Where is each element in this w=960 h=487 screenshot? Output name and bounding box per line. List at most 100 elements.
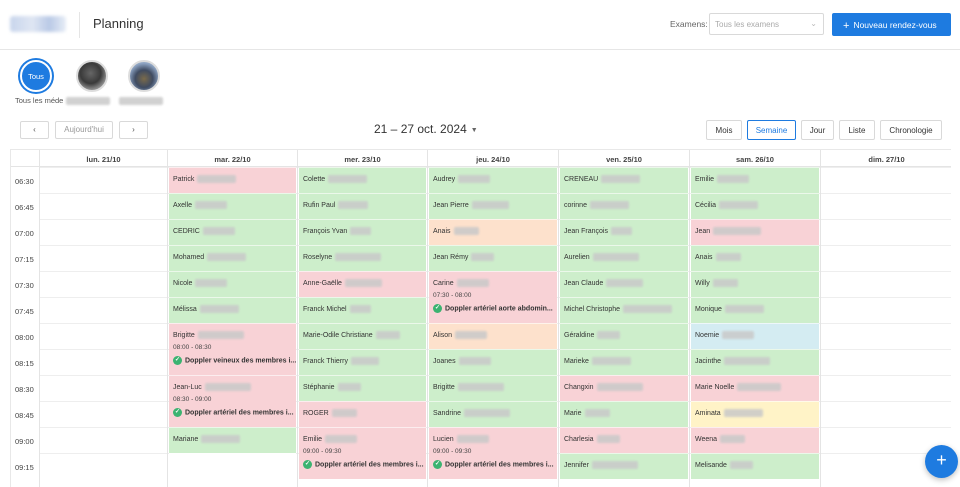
exam-filter-select[interactable]: Tous les examens ⌄ [709, 13, 824, 35]
appointment-event[interactable]: Jean Rémy [429, 245, 557, 271]
appointment-event[interactable]: Mélissa [169, 297, 296, 323]
appointment-event[interactable]: François Yvan [299, 219, 426, 245]
appointment-event[interactable]: Mariane [169, 427, 296, 453]
appointment-event[interactable]: Changxin [560, 375, 688, 401]
view-day-button[interactable]: Jour [801, 120, 834, 140]
appointment-event[interactable]: Joanes [429, 349, 557, 375]
day-column[interactable]: Patrick Axelle CEDRIC Mohamed Nicole Mélissa B… [167, 167, 297, 487]
view-timeline-button[interactable]: Chronologie [880, 120, 942, 140]
appointment-event[interactable]: Rufin Paul [299, 193, 426, 219]
redacted-surname [202, 227, 235, 235]
redacted-surname [328, 175, 368, 183]
patient-name: Carine [433, 279, 454, 287]
doctor-avatar[interactable] [76, 60, 108, 92]
patient-name: Alison [433, 331, 453, 339]
patient-name: Lucien [433, 435, 454, 443]
day-column[interactable] [39, 167, 167, 487]
appointment-event[interactable]: Audrey [429, 167, 557, 193]
appointment-event[interactable]: Géraldine [560, 323, 688, 349]
appointment-event[interactable]: Sandrine [429, 401, 557, 427]
app-logo[interactable] [10, 16, 66, 32]
appointment-event[interactable]: Franck Thierry [299, 349, 426, 375]
appointment-event[interactable]: Monique [691, 297, 819, 323]
view-list-button[interactable]: Liste [839, 120, 875, 140]
appointment-event[interactable]: Aminata [691, 401, 819, 427]
appointment-event[interactable]: Alison [429, 323, 557, 349]
appointment-event[interactable] [169, 453, 296, 479]
appointment-event[interactable]: Marie-Odile Christiane [299, 323, 426, 349]
prev-button[interactable]: ‹ [20, 121, 49, 139]
appointment-event[interactable]: CRENEAU [560, 167, 688, 193]
appointment-event[interactable]: Patrick [169, 167, 296, 193]
appointment-event[interactable]: Michel Christophe [560, 297, 688, 323]
calendar-header: lun. 21/10 mar. 22/10 mer. 23/10 jeu. 24/10… [11, 149, 951, 168]
appointment-event[interactable]: Carine 07:30 - 08:00 ✓ Doppler artériel aor… [429, 271, 557, 323]
day-column[interactable]: Emilie Cécilia Jean Anais Willy Monique Noemie… [689, 167, 820, 487]
appointment-event[interactable]: Marie Noelle [691, 375, 819, 401]
day-header[interactable]: dim. 27/10 [820, 150, 951, 168]
appointment-event[interactable]: Jean-Luc 08:30 - 09:00 ✓ Doppler artériel d… [169, 375, 296, 427]
appointment-event[interactable]: Noemie [691, 323, 819, 349]
appointment-event[interactable]: Jean Claude [560, 271, 688, 297]
redacted-surname [737, 383, 782, 391]
date-range-title[interactable]: 21 – 27 oct. 2024 ▼ [374, 122, 478, 136]
appointment-event[interactable]: corinne [560, 193, 688, 219]
appointment-event[interactable]: Brigitte 08:00 - 08:30 ✓ Doppler veineux de… [169, 323, 296, 375]
appointment-event[interactable]: Emilie [691, 167, 819, 193]
appointment-event[interactable]: Lucien 09:00 - 09:30 ✓ Doppler artériel des… [429, 427, 557, 479]
appointment-event[interactable]: Axelle [169, 193, 296, 219]
appointment-event[interactable]: Jean [691, 219, 819, 245]
appointment-event[interactable]: Willy [691, 271, 819, 297]
day-header[interactable]: mar. 22/10 [167, 150, 297, 168]
appointment-event[interactable]: Cécilia [691, 193, 819, 219]
redacted-surname [471, 253, 495, 261]
next-button[interactable]: › [119, 121, 148, 139]
day-column[interactable]: Colette Rufin Paul François Yvan Roselyne An… [297, 167, 427, 487]
appointment-event[interactable]: Nicole [169, 271, 296, 297]
day-header[interactable]: jeu. 24/10 [427, 150, 558, 168]
day-column[interactable] [820, 167, 951, 487]
redacted-surname [601, 175, 641, 183]
appointment-event[interactable]: Roselyne [299, 245, 426, 271]
appointment-event[interactable]: Jean Pierre [429, 193, 557, 219]
appointment-event[interactable]: Franck Michel [299, 297, 426, 323]
appointment-event[interactable]: Anne-Gaëlle [299, 271, 426, 297]
appointment-event[interactable]: Anais [429, 219, 557, 245]
day-header[interactable]: ven. 25/10 [558, 150, 689, 168]
appointment-event[interactable]: Emilie 09:00 - 09:30 ✓ Doppler artériel des… [299, 427, 426, 479]
redacted-surname [464, 409, 511, 417]
appointment-event[interactable]: ROGER [299, 401, 426, 427]
today-button[interactable]: Aujourd'hui [55, 121, 113, 139]
appointment-event[interactable]: Jacinthe [691, 349, 819, 375]
doctor-avatar[interactable] [128, 60, 160, 92]
appointment-event[interactable]: Jean François [560, 219, 688, 245]
appointment-event[interactable]: Colette [299, 167, 426, 193]
appointment-event[interactable]: Mohamed [169, 245, 296, 271]
appointment-event[interactable]: Jennifer [560, 453, 688, 479]
add-fab-button[interactable]: + [925, 445, 958, 478]
appointment-event[interactable]: Stéphanie [299, 375, 426, 401]
appointment-time: 08:00 - 08:30 [173, 344, 212, 351]
doctor-avatar-all[interactable]: Tous [20, 60, 52, 92]
day-header[interactable]: sam. 26/10 [689, 150, 820, 168]
appointment-event[interactable]: Brigitte [429, 375, 557, 401]
appointment-event[interactable]: Marieke [560, 349, 688, 375]
patient-name: Aurelien [564, 253, 590, 261]
appointment-event[interactable]: Melisande [691, 453, 819, 479]
day-header[interactable]: lun. 21/10 [39, 150, 167, 168]
appointment-event[interactable]: Charlesia [560, 427, 688, 453]
day-column[interactable]: CRENEAU corinne Jean François Aurelien Jean … [558, 167, 689, 487]
view-month-button[interactable]: Mois [706, 120, 742, 140]
appointment-event[interactable]: CEDRIC [169, 219, 296, 245]
day-header[interactable]: mer. 23/10 [297, 150, 427, 168]
redacted-surname [589, 201, 629, 209]
day-column[interactable]: Audrey Jean Pierre Anais Jean Rémy Carine 07:… [427, 167, 558, 487]
appointment-event[interactable]: Weena [691, 427, 819, 453]
view-week-button[interactable]: Semaine [747, 120, 796, 140]
appointment-event[interactable]: Aurelien [560, 245, 688, 271]
appointment-event[interactable]: Anais [691, 245, 819, 271]
appointment-event[interactable]: Marie [560, 401, 688, 427]
time-label: 08:45 [15, 411, 34, 420]
new-appointment-button[interactable]: + Nouveau rendez-vous [832, 13, 951, 36]
redacted-surname [591, 461, 638, 469]
